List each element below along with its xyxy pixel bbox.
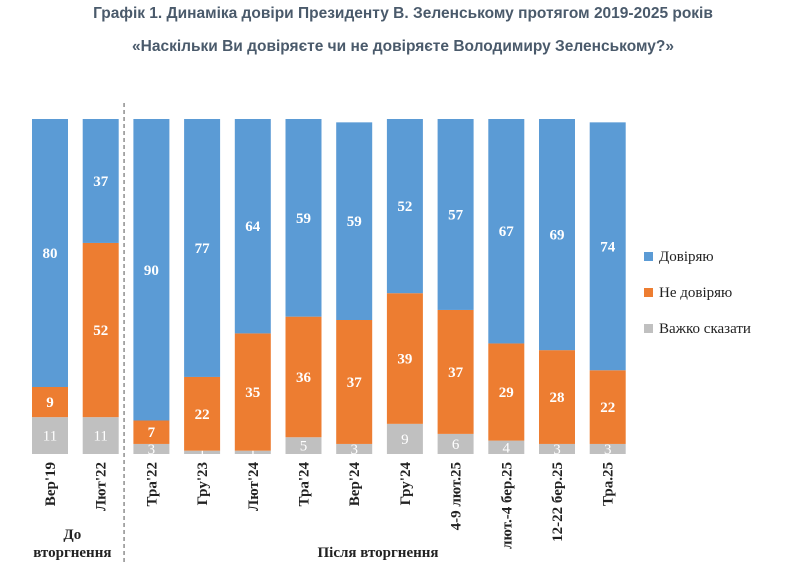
category-label: Вер'24: [347, 462, 363, 507]
legend-swatch: [644, 288, 653, 297]
bar-segment: [82, 417, 119, 454]
category-label: Вер'19: [43, 462, 59, 506]
bar-segment: [32, 119, 68, 387]
data-label: 4: [503, 440, 511, 456]
group-label-before: До: [63, 527, 81, 543]
bar-segment: [589, 370, 626, 444]
data-label: 3: [350, 442, 358, 458]
category-label: Лют'22: [94, 462, 110, 511]
bar-segment: [184, 119, 221, 377]
data-label: 3: [148, 442, 156, 458]
data-label: 52: [397, 199, 412, 215]
data-label: 57: [448, 207, 464, 223]
data-label: 6: [452, 437, 460, 453]
data-label: 69: [550, 228, 565, 244]
data-label: 59: [347, 214, 362, 230]
legend-swatch: [644, 324, 653, 333]
category-label: 4-9 лют.25: [449, 462, 465, 530]
bar-segment: [589, 122, 626, 371]
bar-segment: [336, 443, 373, 454]
data-label: 3: [553, 442, 561, 458]
data-label: 37: [347, 375, 363, 391]
data-label: 1: [198, 445, 206, 461]
bar-segment: [336, 320, 373, 444]
data-label: 52: [93, 323, 108, 339]
data-label: 80: [43, 246, 58, 262]
data-label: 1: [249, 445, 257, 461]
bar-segment: [336, 122, 373, 320]
data-label: 35: [245, 385, 260, 401]
bar-segment: [234, 333, 271, 451]
bar-segment: [285, 119, 322, 317]
bar-segment: [82, 119, 119, 243]
category-label: 12-22 бер.25: [550, 462, 566, 542]
bar-segment: [386, 293, 423, 424]
data-label: 77: [195, 241, 211, 257]
data-label: 90: [144, 263, 159, 279]
data-label: 22: [195, 407, 210, 423]
bar-segment: [539, 119, 575, 351]
category-label: Гру'24: [398, 462, 414, 506]
bar-segment: [437, 433, 474, 454]
data-label: 64: [245, 219, 261, 235]
bar-segment: [589, 443, 626, 454]
data-label: 11: [43, 429, 57, 445]
data-label: 67: [499, 224, 515, 240]
bar-segment: [133, 420, 170, 444]
bar-segment: [184, 376, 221, 451]
bar-segment: [133, 119, 170, 421]
bar-segment: [488, 343, 525, 441]
bar-segment: [539, 443, 575, 454]
chart-subtitle: «Наскільки Ви довіряєте чи не довіряєте …: [132, 38, 674, 55]
bar-segment: [285, 316, 322, 438]
category-label: Тра.25: [601, 462, 617, 506]
data-label: 74: [600, 239, 616, 255]
category-label: Лют'24: [246, 462, 262, 511]
data-label: 22: [600, 400, 615, 416]
data-label: 28: [550, 390, 565, 406]
data-label: 3: [604, 442, 612, 458]
bar-segment: [32, 417, 68, 454]
data-label: 9: [46, 395, 54, 411]
data-label: 37: [448, 365, 464, 381]
chart-title: Графік 1. Динаміка довіри Президенту В. …: [93, 5, 713, 22]
category-label: Тра'24: [297, 462, 313, 507]
group-label-before: вторгнення: [33, 545, 111, 561]
bar-segment: [488, 119, 525, 344]
data-label: 5: [300, 439, 308, 455]
bar-segment: [133, 443, 170, 454]
data-label: 11: [93, 429, 107, 445]
bar-segment: [437, 119, 474, 310]
bar-segment: [437, 309, 474, 434]
bar-segment: [234, 450, 271, 454]
category-label: Гру'23: [195, 462, 211, 505]
bar-segment: [386, 423, 423, 454]
bar-segment: [386, 119, 423, 294]
bar-segment: [488, 440, 525, 454]
bar-segment: [32, 387, 68, 418]
data-label: 59: [296, 211, 311, 227]
group-label-after: Після вторгнення: [317, 545, 438, 561]
legend-label: Довіряю: [659, 249, 714, 265]
data-label: 9: [401, 432, 409, 448]
bar-segment: [184, 450, 221, 454]
bar-segment: [234, 119, 271, 334]
data-label: 7: [148, 425, 156, 441]
data-label: 29: [499, 385, 514, 401]
legend-label: Важко сказати: [659, 321, 751, 337]
bar-segment: [82, 242, 119, 418]
category-label: Тра'22: [144, 462, 160, 506]
data-label: 36: [296, 370, 312, 386]
bar-segment: [539, 350, 575, 444]
bar-segment: [285, 437, 322, 454]
data-label: 39: [397, 352, 412, 368]
category-label: лют.-4 бер.25: [499, 462, 515, 549]
data-label: 37: [93, 174, 109, 190]
legend-label: Не довіряю: [659, 285, 732, 301]
legend-swatch: [644, 252, 653, 261]
